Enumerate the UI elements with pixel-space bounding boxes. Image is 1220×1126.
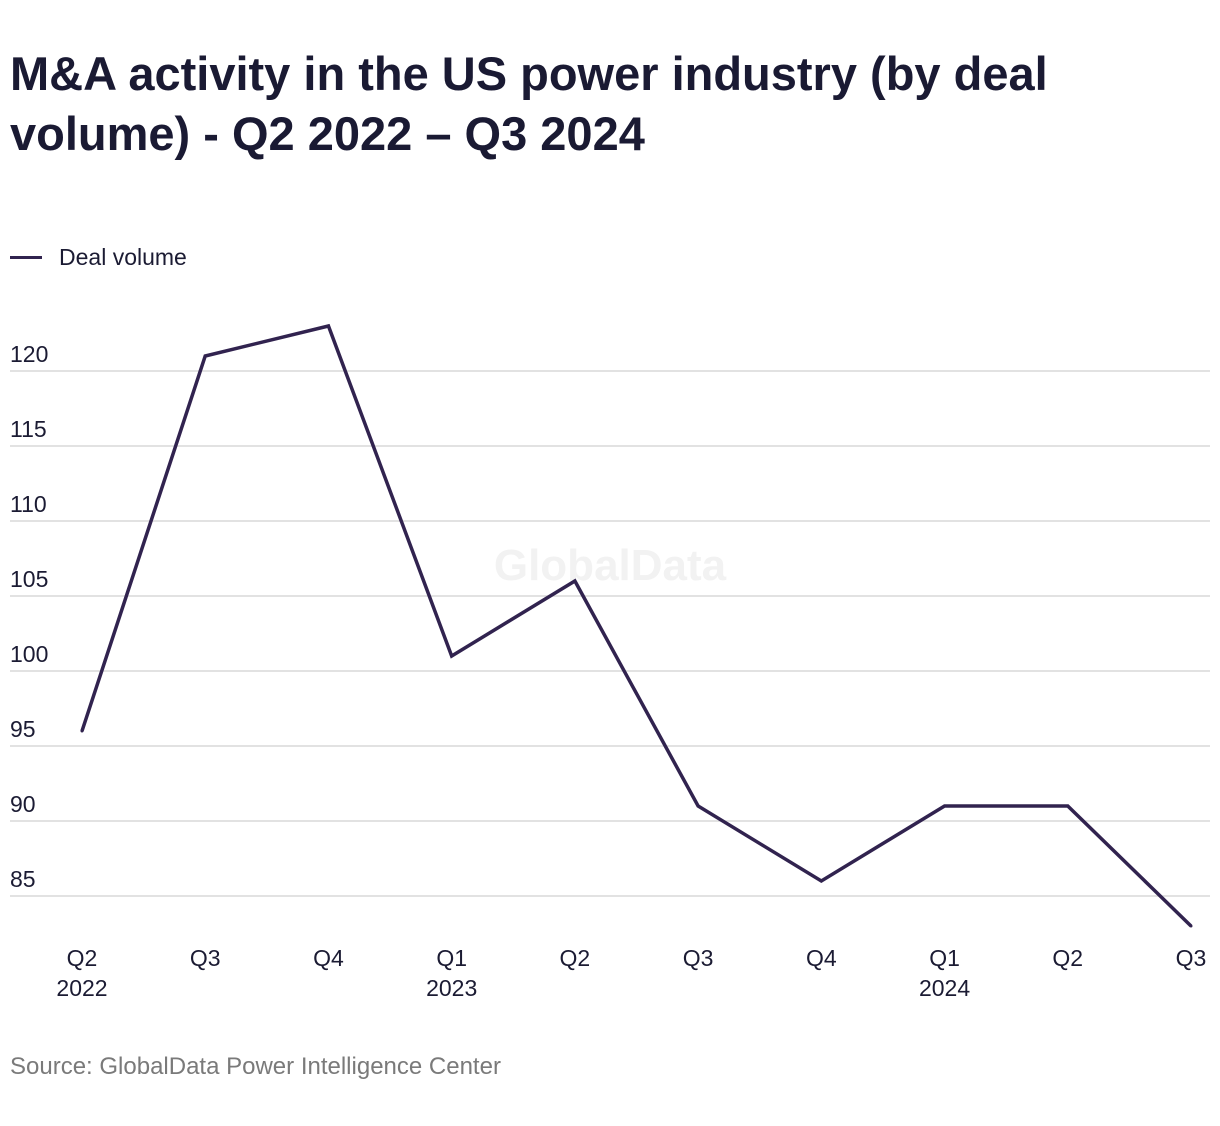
data-point-5	[696, 804, 700, 808]
x-tick-label-5: Q3	[683, 945, 714, 971]
watermark-text: GlobalData	[494, 541, 727, 590]
series-line-0	[80, 323, 1193, 928]
x-tick-label-4: Q2	[560, 945, 591, 971]
data-point-4	[573, 579, 577, 583]
data-point-8	[1066, 804, 1070, 808]
y-tick-label-85: 85	[10, 866, 36, 892]
y-tick-label-110: 110	[10, 491, 47, 517]
chart-legend: Deal volume	[10, 242, 187, 272]
data-point-1	[203, 354, 207, 358]
grid-lines	[10, 370, 1210, 897]
data-point-6	[819, 879, 823, 883]
x-tick-label-3: Q1	[436, 945, 467, 971]
y-tick-label-95: 95	[10, 716, 36, 742]
x-tick-label-6: Q4	[806, 945, 837, 971]
y-axis-ticks: 85 90 95 100 105 110 115 120	[10, 341, 48, 892]
x-tick-year-label-0: 2022	[56, 975, 107, 1001]
data-point-0	[80, 729, 84, 733]
data-point-2	[326, 324, 330, 328]
source-note: Source: GlobalData Power Intelligence Ce…	[10, 1053, 501, 1080]
x-tick-label-7: Q1	[929, 945, 960, 971]
y-tick-label-105: 105	[10, 566, 48, 592]
y-tick-label-120: 120	[10, 341, 48, 367]
x-tick-label-9: Q3	[1176, 945, 1207, 971]
x-tick-label-8: Q2	[1052, 945, 1083, 971]
data-point-9	[1189, 924, 1193, 928]
x-tick-label-1: Q3	[190, 945, 221, 971]
chart-title: M&A activity in the US power industry (b…	[10, 47, 1048, 160]
data-point-3	[450, 654, 454, 658]
y-tick-label-90: 90	[10, 791, 36, 817]
legend-line-swatch	[10, 255, 42, 259]
y-tick-label-115: 115	[10, 416, 47, 442]
y-tick-label-100: 100	[10, 641, 48, 667]
series-deal-volume	[80, 323, 1193, 928]
x-tick-label-0: Q2	[67, 945, 98, 971]
x-tick-label-2: Q4	[313, 945, 344, 971]
x-tick-year-label-3: 2023	[426, 975, 477, 1001]
x-tick-year-label-7: 2024	[919, 975, 970, 1001]
legend-label-deal-volume: Deal volume	[59, 243, 187, 270]
x-axis-ticks: Q2 2022 Q3 Q4 Q1 2023 Q2 Q3 Q4 Q1 2024 Q2 Q3	[56, 945, 1206, 1001]
data-point-7	[943, 804, 947, 808]
